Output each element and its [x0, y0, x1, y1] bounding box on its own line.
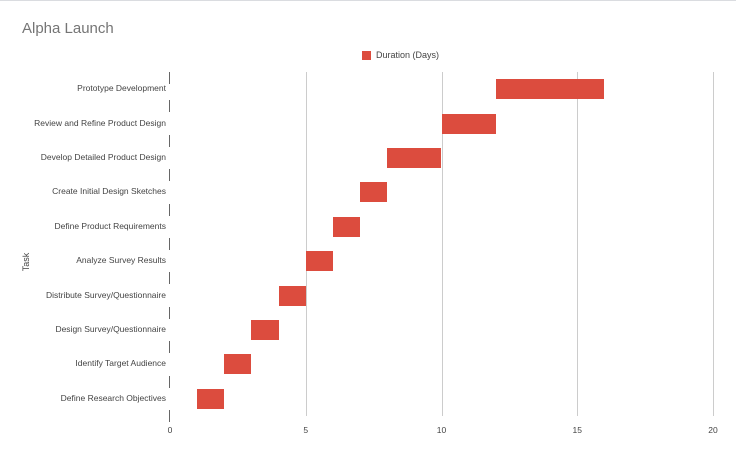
legend[interactable]: Duration (Days) [362, 50, 439, 60]
task-label: Develop Detailed Product Design [40, 152, 166, 162]
legend-swatch [362, 50, 371, 60]
legend-label: Duration (Days) [376, 50, 440, 60]
gridline [577, 72, 579, 416]
y-axis-tick [169, 134, 170, 147]
task-label: Prototype Development [77, 83, 166, 94]
gantt-bar[interactable] [224, 354, 252, 375]
y-axis-tick [169, 306, 170, 319]
y-axis-tick [169, 203, 170, 216]
task-label: Review and Refine Product Design [34, 117, 166, 128]
x-tick-label: 15 [572, 425, 582, 435]
task-label: Create Initial Design Sketches [52, 186, 166, 197]
task-label: Define Research Objectives [60, 392, 166, 403]
task-label: Define Product Requirements [54, 220, 166, 231]
x-tick-label: 10 [436, 425, 447, 435]
y-axis-tick [169, 72, 170, 84]
gantt-bar[interactable] [197, 388, 225, 409]
chart-title: Alpha Launch [22, 20, 114, 37]
y-axis-label: Task [21, 252, 31, 272]
gantt-bar[interactable] [387, 148, 442, 168]
gantt-bar[interactable] [495, 79, 605, 100]
top-border [0, 0, 736, 1]
gantt-bar[interactable] [305, 251, 333, 272]
gantt-bar[interactable] [441, 113, 496, 134]
y-axis-tick [169, 375, 170, 388]
gantt-bar[interactable] [251, 320, 279, 340]
x-tick-label: 20 [708, 425, 718, 435]
y-axis-tick [169, 100, 170, 113]
task-label: Design Survey/Questionnaire [55, 324, 166, 334]
y-axis-tick [169, 272, 170, 285]
task-label: Identify Target Audience [75, 358, 166, 369]
gridline [441, 72, 443, 416]
gridline [305, 72, 307, 416]
x-tick-label: 5 [303, 425, 309, 435]
task-label: Distribute Survey/Questionnaire [45, 289, 166, 300]
y-axis-tick [169, 341, 170, 354]
y-axis-tick [169, 238, 170, 250]
gridline [713, 72, 714, 416]
gantt-bar[interactable] [278, 285, 306, 306]
plot-area [169, 72, 714, 422]
y-axis-tick [169, 410, 170, 422]
y-axis-tick [169, 169, 170, 182]
x-tick-label: 0 [167, 425, 173, 435]
gantt-bar[interactable] [332, 216, 361, 237]
task-label: Analyze Survey Results [76, 255, 166, 266]
gantt-bar[interactable] [360, 182, 388, 203]
